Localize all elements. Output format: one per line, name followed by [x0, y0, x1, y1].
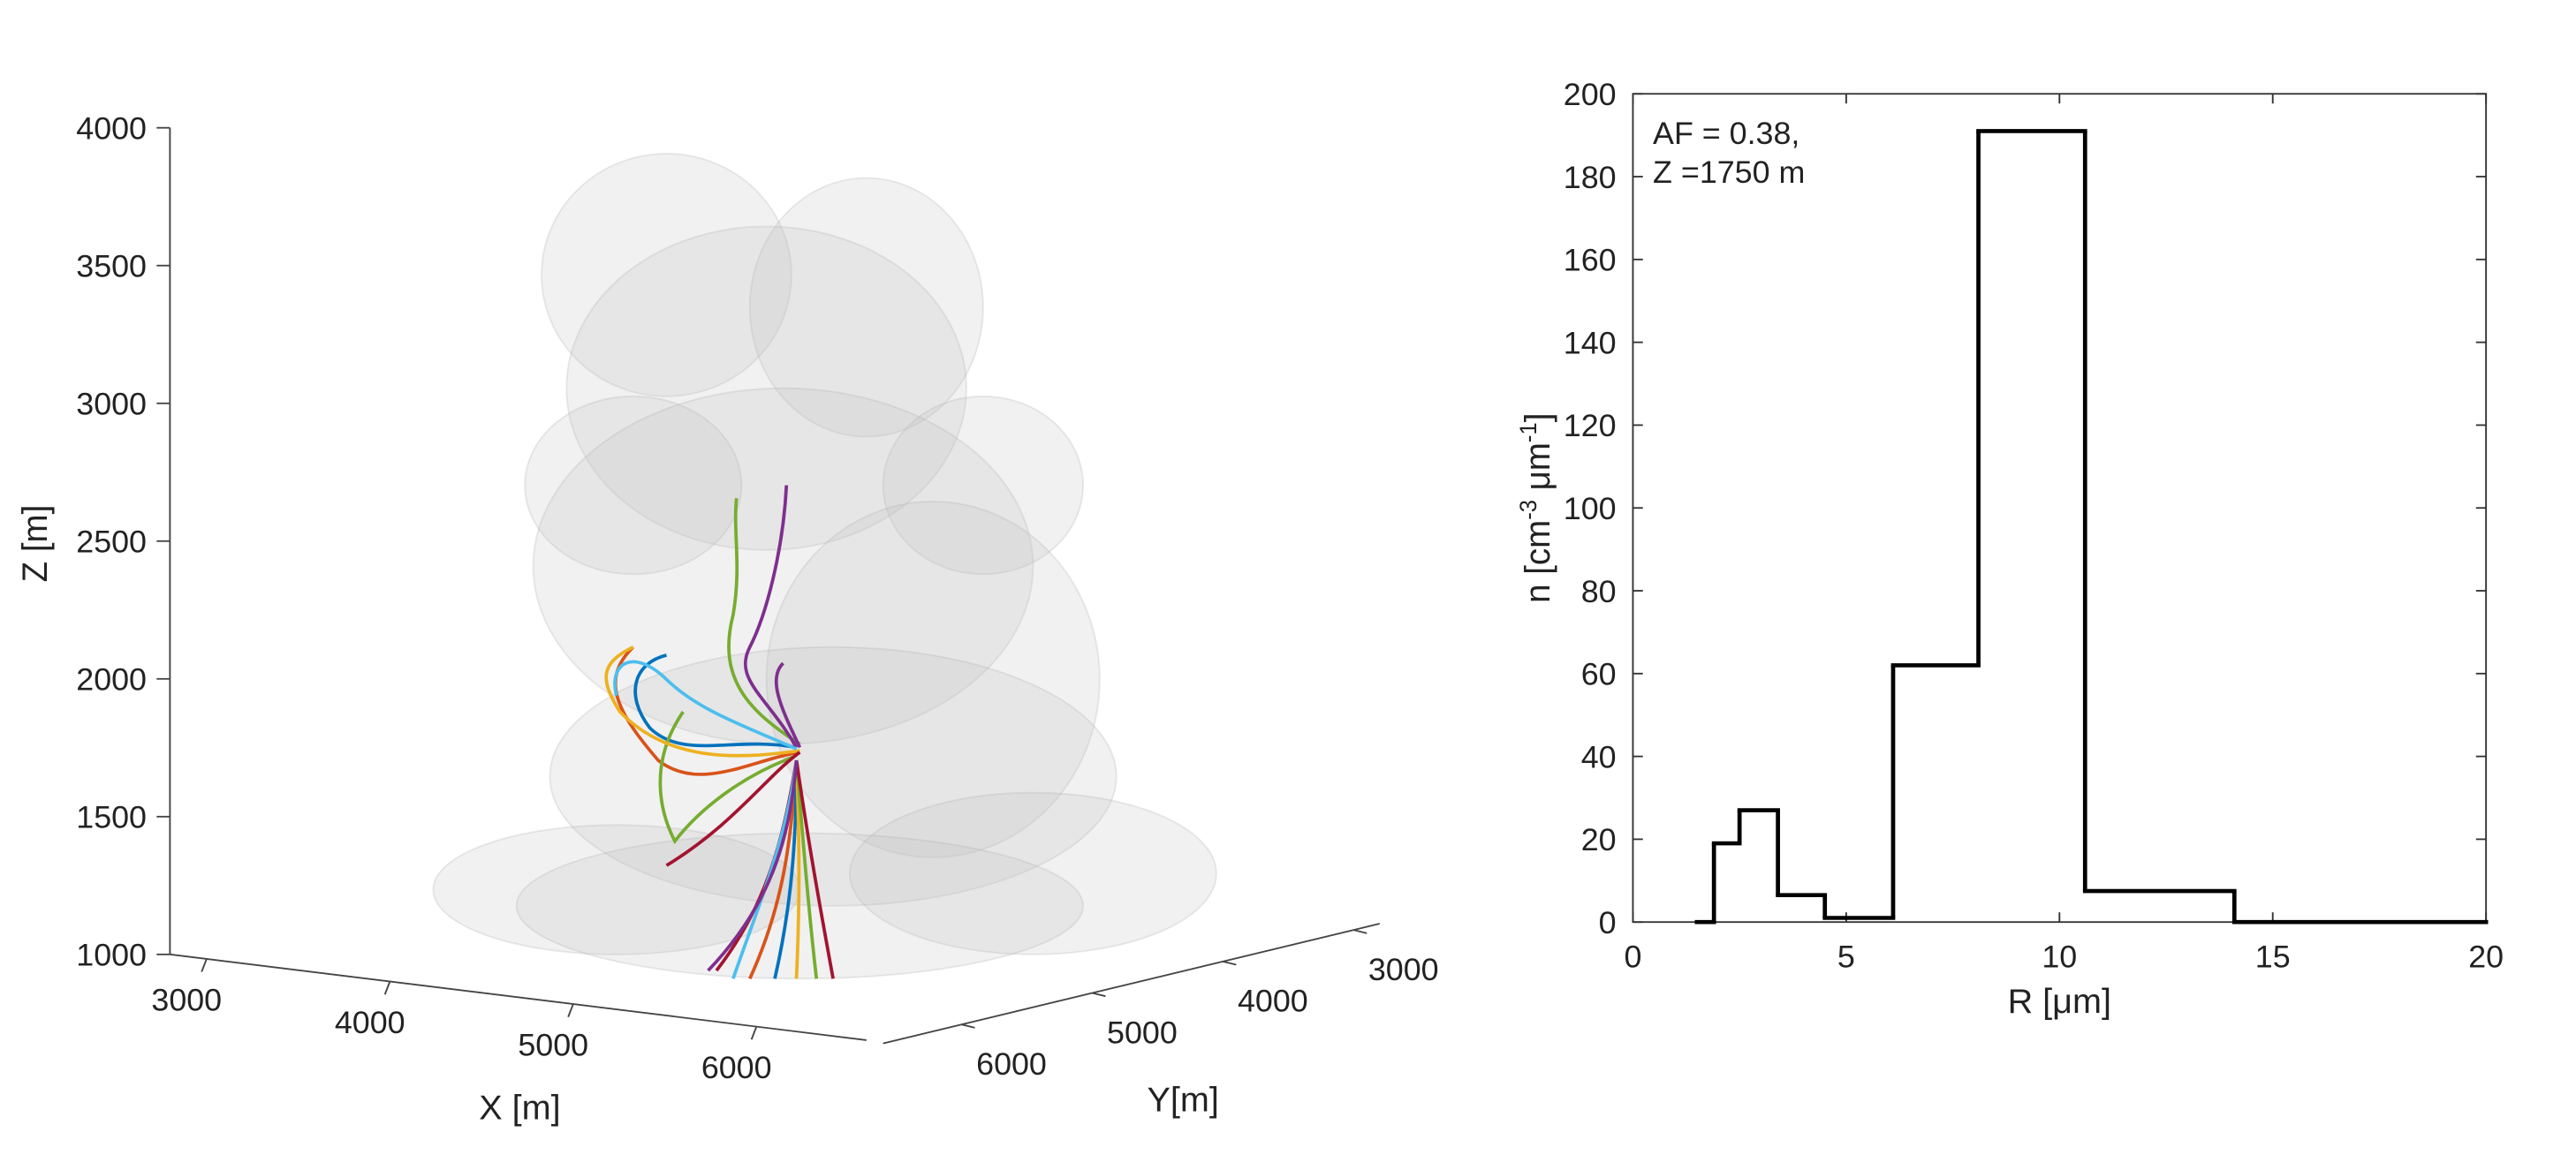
y-tick-label: 60: [1581, 658, 1617, 691]
x-axis: [170, 953, 867, 1041]
y-tick-label: 80: [1581, 575, 1617, 608]
y-tick-label: 140: [1564, 327, 1617, 360]
annotation: AF = 0.38,: [1653, 117, 1799, 150]
trajectories: [604, 485, 835, 980]
x-axis-label: X [m]: [479, 1090, 560, 1127]
y-tick-label: 180: [1564, 161, 1617, 194]
y-tick-label: 5000: [1107, 1016, 1178, 1050]
y-tick-label: 200: [1564, 79, 1617, 112]
z-tick-label: 2000: [76, 663, 147, 697]
y-tick: [1352, 929, 1368, 934]
y-axis: [883, 923, 1380, 1045]
y-tick: [1223, 960, 1237, 966]
y-axis-label: n [cm-3 μm-1]: [1515, 413, 1558, 603]
y-tick-label: 20: [1581, 824, 1617, 857]
x-tick-label: 5000: [518, 1029, 588, 1062]
x-tick-label: 5: [1837, 940, 1855, 974]
x-tick-label: 0: [1624, 940, 1641, 974]
y-tick-label: 100: [1564, 493, 1617, 526]
y-tick: [961, 1023, 975, 1029]
y-axis-label-part: -3: [1515, 500, 1542, 520]
x-tick: [383, 981, 391, 995]
z-tick-label: 4000: [76, 112, 147, 146]
x-tick-label: 20: [2468, 940, 2504, 974]
x-tick: [750, 1026, 758, 1040]
z-tick-label: 3000: [76, 388, 147, 421]
y-tick-label: 40: [1581, 741, 1617, 774]
y-axis-label: Y[m]: [1147, 1082, 1218, 1119]
z-tick-label: 1000: [76, 939, 147, 972]
x-tick: [567, 1003, 574, 1018]
y-tick-label: 120: [1564, 410, 1617, 443]
y-axis-label-part: -1: [1515, 422, 1542, 442]
x-tick-label: 15: [2255, 940, 2291, 974]
y-tick-label: 6000: [976, 1047, 1047, 1081]
plot-frame: [1632, 93, 2488, 924]
x-tick-label: 6000: [701, 1052, 772, 1085]
y-tick-label: 0: [1599, 906, 1617, 940]
z-axis-label: Z [m]: [16, 505, 55, 583]
z-tick-label: 2500: [76, 525, 147, 559]
y-axis-label-part: n [cm: [1519, 520, 1558, 603]
x-tick-label: 3000: [151, 984, 222, 1017]
y-tick-label: 3000: [1368, 953, 1439, 986]
z-tick-label: 3500: [76, 250, 147, 283]
y-axis-label-part: ]: [1519, 413, 1558, 423]
x-tick-label: 4000: [335, 1007, 405, 1040]
x-tick-label: 10: [2042, 940, 2077, 974]
y-tick: [1092, 992, 1106, 998]
y-axis-label-part: μm: [1519, 442, 1558, 500]
cloud-isosurface: [432, 153, 1217, 980]
y-tick-label: 4000: [1238, 985, 1308, 1018]
x-tick: [201, 958, 208, 972]
annotation: Z =1750 m: [1653, 155, 1805, 189]
x-axis-label: R [μm]: [2008, 983, 2111, 1020]
z-tick-label: 1500: [76, 801, 147, 834]
y-tick-label: 160: [1564, 244, 1617, 277]
